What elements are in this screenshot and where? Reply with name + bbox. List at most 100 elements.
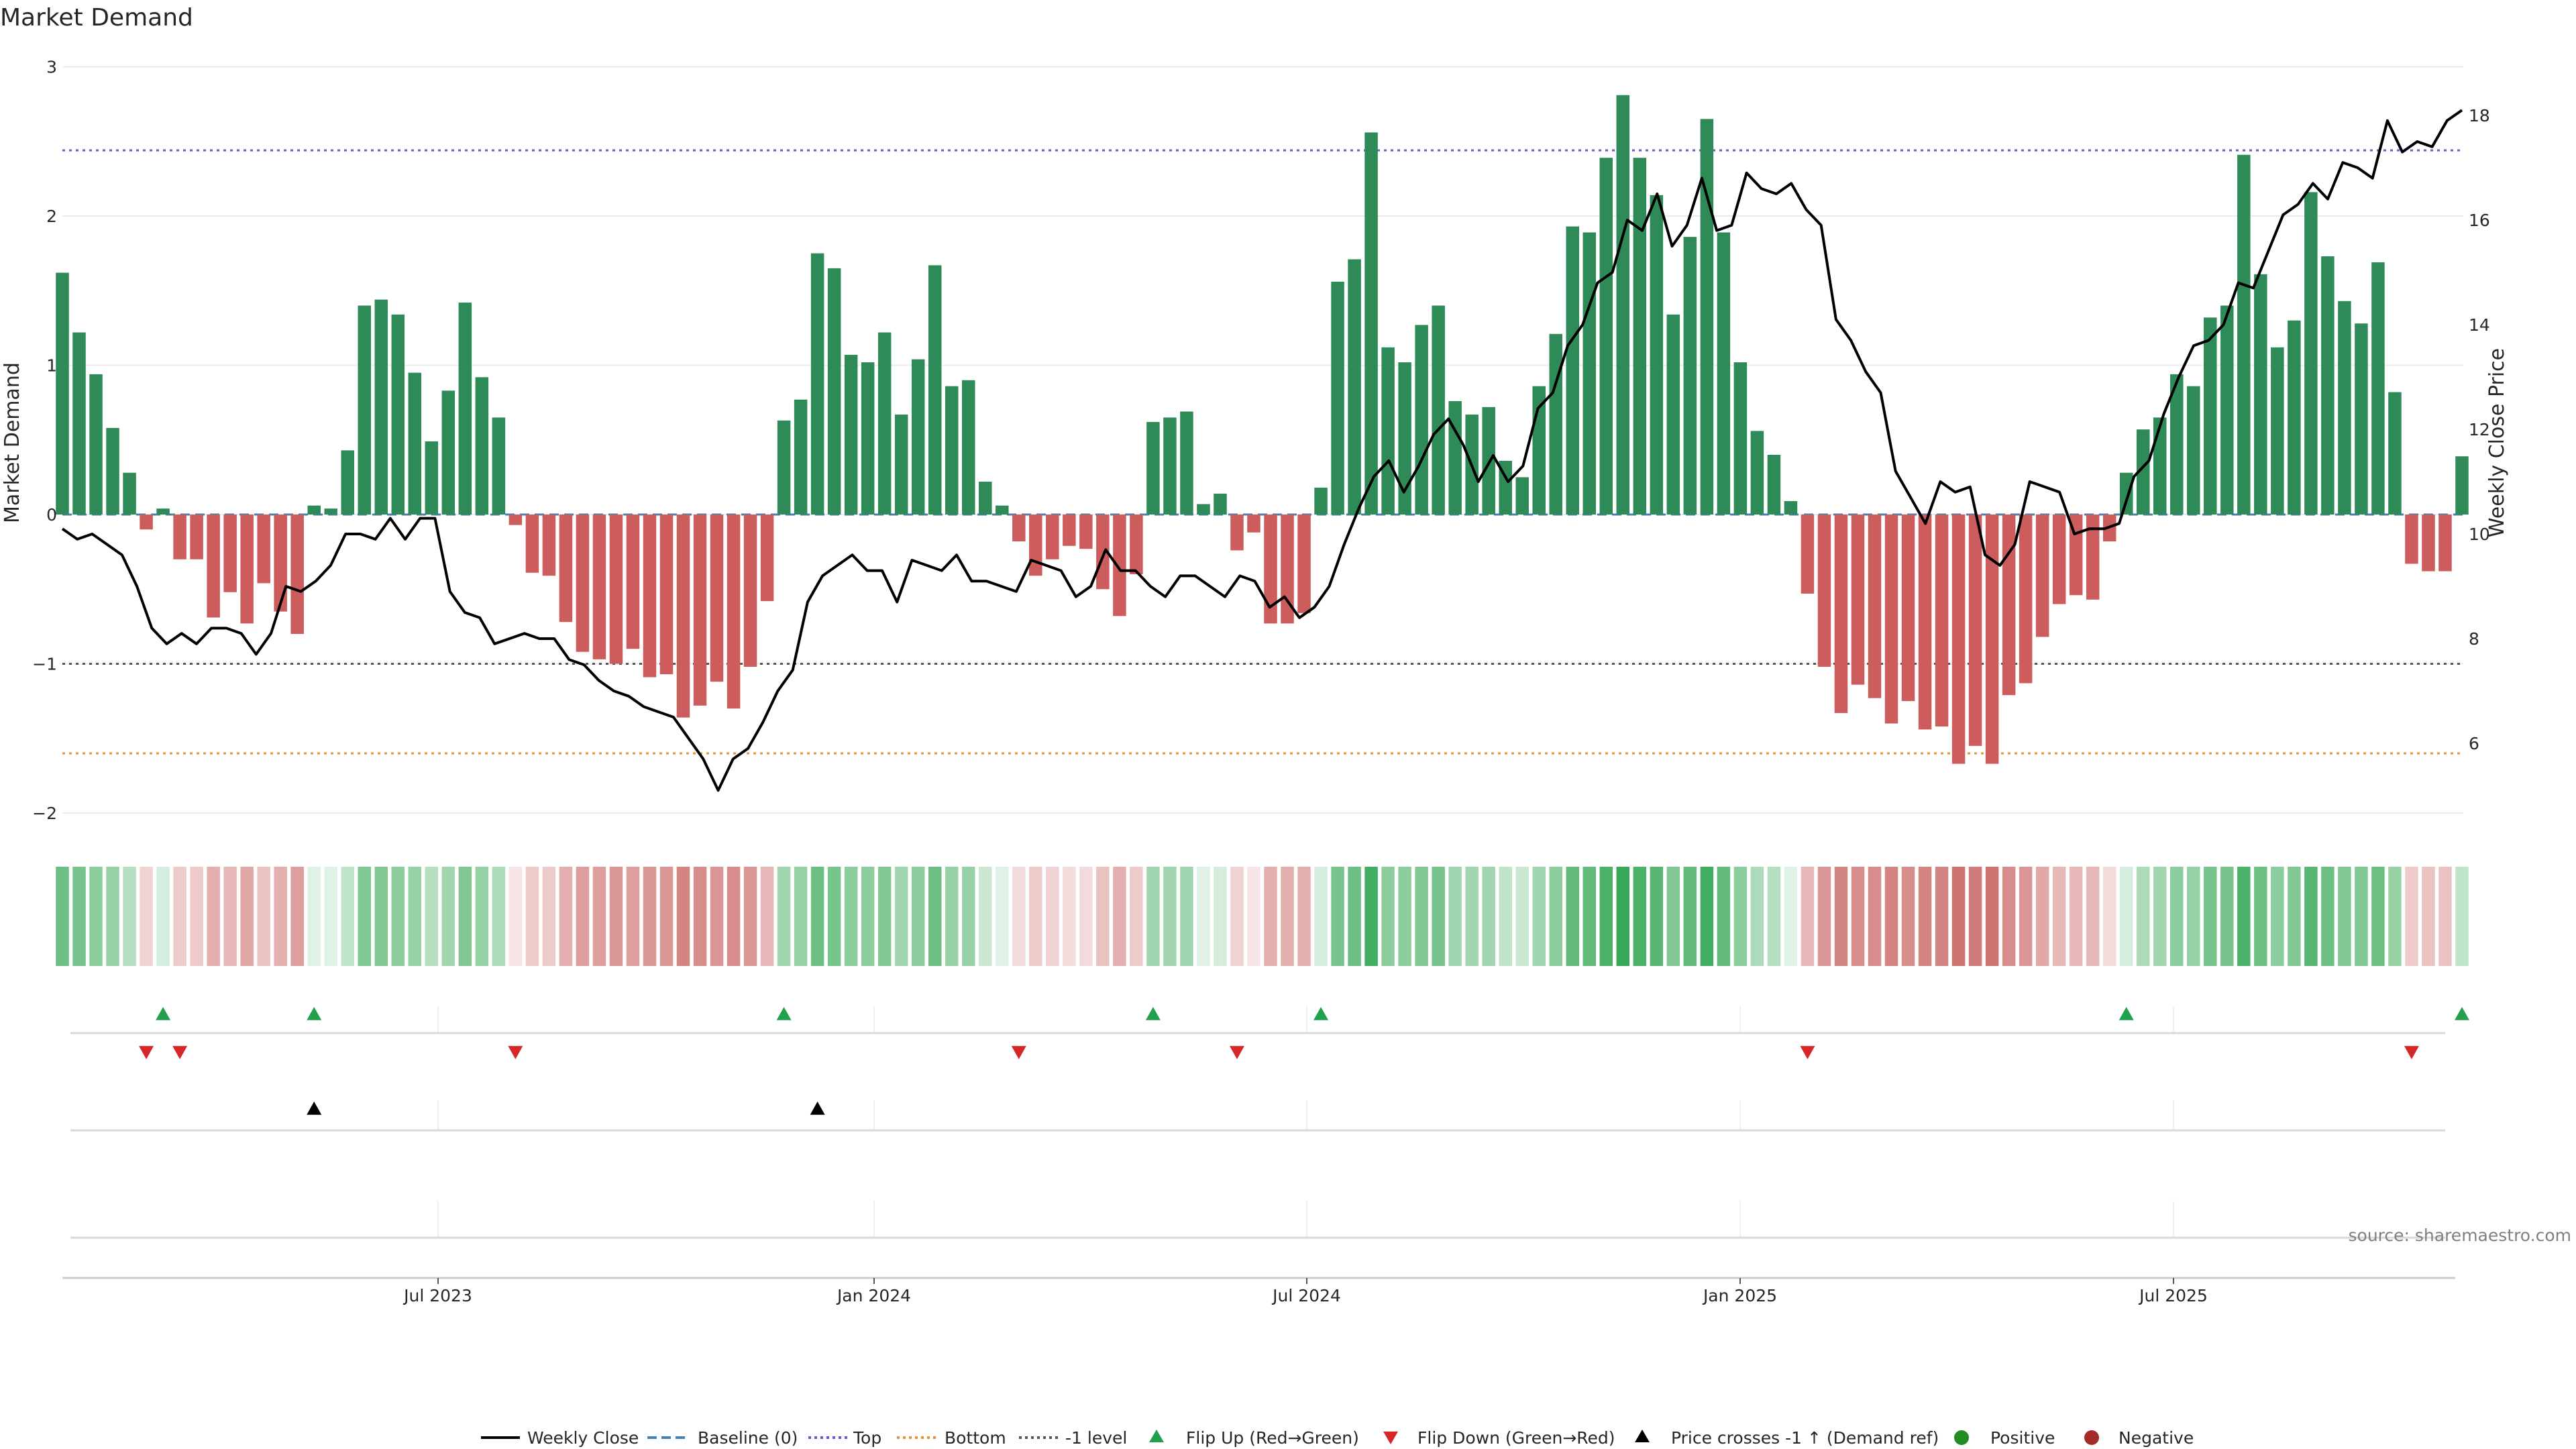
strip-cell xyxy=(2371,867,2385,966)
legend: Weekly Close Baseline (0) Top Bottom -1 leve… xyxy=(481,1428,2194,1448)
demand-bar xyxy=(1599,158,1613,515)
demand-bar xyxy=(358,305,372,515)
price-cross-marker xyxy=(307,1102,322,1115)
strip-cell xyxy=(1650,867,1664,966)
strip-cell xyxy=(274,867,287,966)
demand-bar xyxy=(2220,305,2234,515)
strip-cell xyxy=(2388,867,2402,966)
strip-cell xyxy=(1348,867,1361,966)
strip-cell xyxy=(1264,867,1277,966)
demand-bar xyxy=(2002,515,2016,696)
flip-down-marker xyxy=(2404,1046,2419,1059)
strip-cell xyxy=(307,867,321,966)
demand-bar xyxy=(2254,274,2267,515)
demand-bar xyxy=(2204,317,2217,515)
legend-item: -1 level xyxy=(1019,1428,1127,1448)
demand-bar xyxy=(1700,119,1714,515)
flip-up-marker xyxy=(156,1007,171,1020)
demand-bar xyxy=(492,417,506,515)
strip-cell xyxy=(1331,867,1344,966)
strip-cell xyxy=(1465,867,1479,966)
demand-bar xyxy=(1398,362,1411,515)
legend-label: Negative xyxy=(2118,1428,2194,1448)
legend-item: Flip Down (Green→Red) xyxy=(1383,1428,1615,1448)
demand-bar xyxy=(2086,515,2100,600)
legend-label: Positive xyxy=(1990,1428,2055,1448)
flip-down-marker xyxy=(172,1046,188,1059)
demand-bar xyxy=(945,386,959,515)
demand-bar xyxy=(693,515,707,706)
demand-bar xyxy=(1297,515,1311,613)
demand-bar xyxy=(2338,301,2351,515)
demand-bar xyxy=(307,505,321,515)
strip-cell xyxy=(1448,867,1462,966)
strip-cell xyxy=(693,867,707,966)
strip-cell xyxy=(425,867,439,966)
demand-bar xyxy=(1432,305,1445,515)
demand-bar xyxy=(374,299,388,515)
left-tick-label: −2 xyxy=(32,804,57,823)
flip-up-marker xyxy=(1145,1007,1161,1020)
strip-cell xyxy=(2254,867,2267,966)
strip-cell xyxy=(1046,867,1059,966)
strip-cell xyxy=(643,867,657,966)
strip-cell xyxy=(861,867,875,966)
flip-down-marker xyxy=(1229,1046,1244,1059)
flip-up-marker xyxy=(2455,1007,2469,1020)
strip-cell xyxy=(1733,867,1748,966)
strip-cell xyxy=(2019,867,2033,966)
demand-bar xyxy=(1784,500,1798,515)
strip-cell xyxy=(1985,867,1999,966)
demand-bar xyxy=(1733,362,1748,515)
strip-cell xyxy=(1398,867,1411,966)
strip-cell xyxy=(207,867,220,966)
demand-bar xyxy=(425,441,439,515)
strip-cell xyxy=(2170,867,2184,966)
demand-bar xyxy=(56,272,69,515)
strip-cell xyxy=(2455,867,2469,966)
demand-bar xyxy=(877,332,892,515)
legend-item: Price crosses -1 ↑ (Demand ref) xyxy=(1635,1428,1939,1448)
demand-bar xyxy=(1633,158,1647,515)
demand-bar xyxy=(1146,422,1160,515)
strip-cell xyxy=(1029,867,1042,966)
strip-cell xyxy=(1230,867,1244,966)
strip-cell xyxy=(1549,867,1563,966)
strip-cell xyxy=(760,867,774,966)
legend-label: Flip Down (Green→Red) xyxy=(1417,1428,1615,1448)
strip-cell xyxy=(777,867,791,966)
demand-bar xyxy=(1515,477,1529,515)
strip-cell xyxy=(979,867,992,966)
strip-cell xyxy=(794,867,808,966)
demand-bar xyxy=(1415,325,1428,515)
legend-swatch xyxy=(1149,1430,1164,1442)
right-tick-label: 6 xyxy=(2469,734,2479,753)
strip-cell xyxy=(945,867,959,966)
demand-bar xyxy=(2321,256,2334,515)
strip-cell xyxy=(1515,867,1529,966)
strip-cell xyxy=(1700,867,1714,966)
strip-cell xyxy=(1415,867,1428,966)
demand-bar xyxy=(475,377,489,515)
demand-bar xyxy=(2052,515,2066,604)
x-axis-ticks: Jul 2023 Jan 2024 Jul 2024 Jan 2025 Jul 2025 xyxy=(62,1277,2455,1305)
strip-cell xyxy=(1767,867,1781,966)
strip-cell xyxy=(2086,867,2100,966)
demand-bar xyxy=(844,354,858,515)
demand-bar xyxy=(1180,411,1193,515)
demand-heat-strip xyxy=(56,867,2469,966)
strip-cell xyxy=(1851,867,1865,966)
demand-bar xyxy=(1549,333,1563,515)
strip-cell xyxy=(1432,867,1445,966)
strip-cell xyxy=(1817,867,1831,966)
right-tick-label: 10 xyxy=(2469,525,2490,544)
demand-bar xyxy=(441,390,455,515)
demand-bar xyxy=(391,314,405,515)
strip-cell xyxy=(1599,867,1613,966)
strip-cell xyxy=(2271,867,2284,966)
strip-cell xyxy=(2002,867,2016,966)
legend-item: Baseline (0) xyxy=(647,1428,798,1448)
strip-cell xyxy=(810,867,824,966)
demand-bar xyxy=(106,427,119,515)
